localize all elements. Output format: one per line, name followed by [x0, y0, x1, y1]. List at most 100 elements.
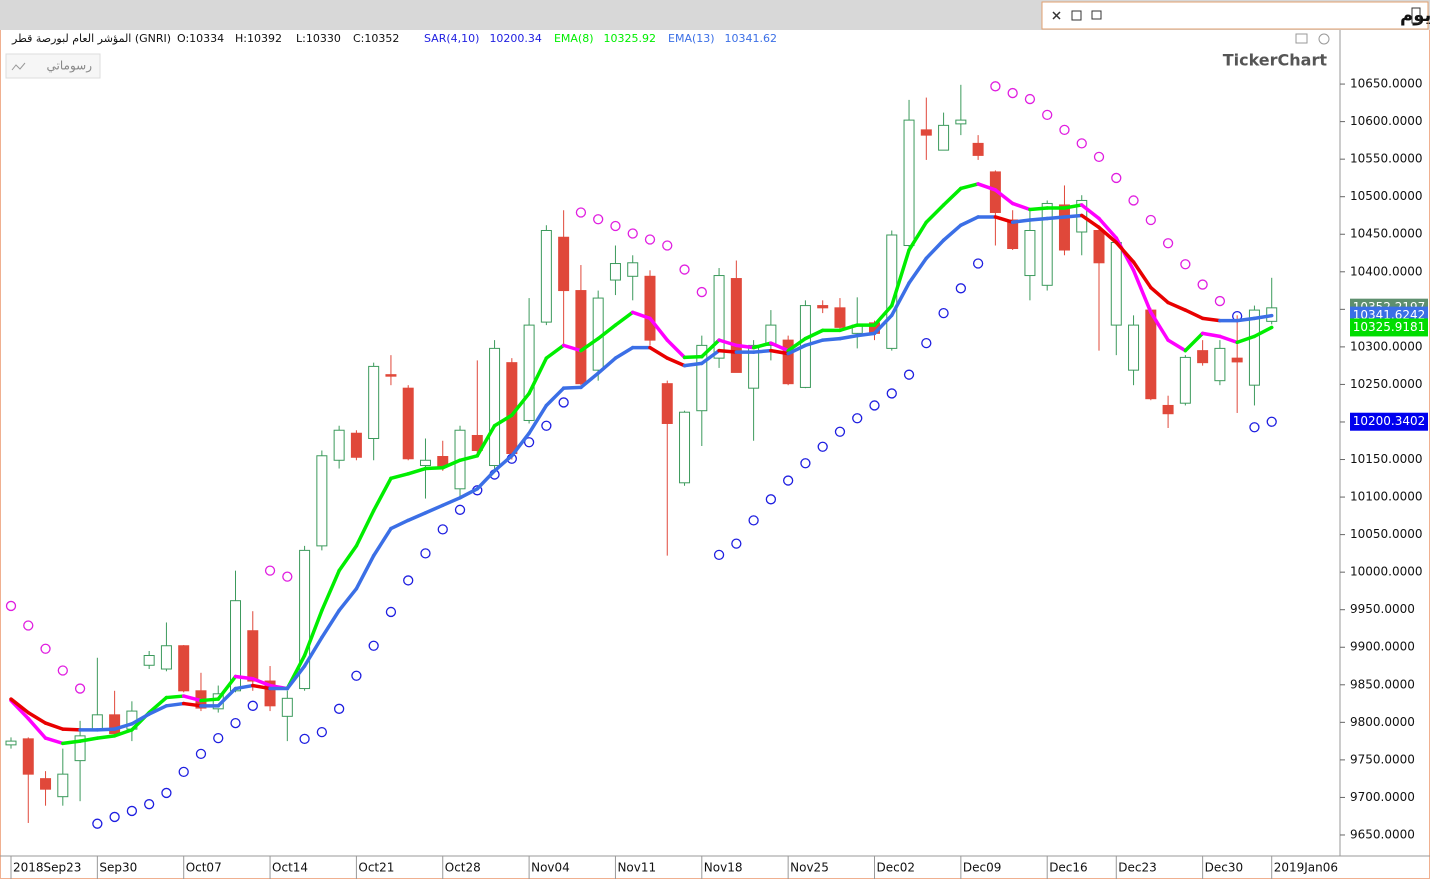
sar-dot — [523, 437, 535, 448]
ema-segment — [61, 727, 82, 732]
sar-dot — [213, 732, 224, 744]
candle-body — [1128, 324, 1140, 371]
settings-button[interactable] — [1318, 33, 1330, 45]
ema-segment — [630, 310, 652, 321]
ema-segment — [1079, 203, 1101, 221]
sar-dot — [1093, 151, 1105, 163]
ema-segment — [251, 683, 272, 691]
sar-dot — [74, 683, 86, 694]
y-tick-label: 10500.0000 — [1350, 189, 1423, 203]
sar-dot — [178, 766, 189, 778]
ema-segment — [993, 215, 1015, 224]
sar-dot — [1024, 93, 1036, 105]
ema-segment — [544, 343, 566, 360]
candle-body — [247, 630, 259, 682]
y-tick-label: 9950.0000 — [1350, 602, 1415, 616]
x-tick-label: Dec16 — [1049, 861, 1088, 875]
ema-segment — [389, 472, 410, 481]
ema-segment — [147, 704, 169, 716]
candle-body — [765, 324, 777, 346]
sar-dot — [852, 413, 863, 424]
candle-body — [1110, 242, 1122, 326]
ema-segment — [371, 476, 393, 513]
candle-body — [955, 119, 967, 125]
candle-body — [1058, 204, 1070, 251]
ema-segment — [1114, 240, 1136, 264]
legend-name: SAR(4,10) — [424, 32, 479, 45]
candle-body — [1179, 356, 1191, 404]
y-tick-label: 9700.0000 — [1350, 790, 1415, 804]
ema-segment — [734, 343, 756, 350]
sar-dot — [748, 515, 759, 526]
sar-dot — [1197, 279, 1208, 290]
ema-segment — [1062, 213, 1084, 219]
ema-segment — [216, 674, 238, 701]
ema-segment — [561, 385, 583, 390]
ema-segment — [561, 343, 583, 353]
y-tick-label: 9850.0000 — [1350, 677, 1415, 691]
candle-body — [368, 365, 380, 439]
sar-dot — [230, 717, 241, 729]
sar-dot — [800, 458, 811, 469]
ema-segment — [233, 683, 255, 691]
candle-body — [661, 383, 673, 424]
panel-button[interactable] — [1295, 33, 1308, 44]
candle-body — [1093, 229, 1105, 264]
ema-segment — [769, 341, 790, 353]
close-button[interactable] — [1052, 11, 1061, 20]
candle-body — [679, 411, 691, 484]
candle-body — [696, 344, 708, 412]
ema-segment — [302, 608, 324, 658]
restore-button[interactable] — [1071, 10, 1082, 21]
drawings-button[interactable] — [5, 53, 101, 79]
ema-segment — [872, 313, 894, 336]
candle-body — [57, 773, 69, 798]
y-tick-label: 9800.0000 — [1350, 715, 1415, 729]
candle-body — [74, 735, 86, 762]
ema-segment — [337, 586, 359, 613]
ema-segment — [1079, 213, 1101, 230]
ema-segment — [1252, 325, 1274, 339]
y-tick-label: 10600.0000 — [1350, 114, 1423, 128]
legend-value: 10341.62 — [725, 32, 778, 45]
watermark: TickerChart — [1223, 51, 1328, 70]
ema-segment — [613, 345, 635, 360]
ema-segment — [492, 413, 514, 428]
ema-segment — [803, 338, 825, 348]
icon[interactable] — [1411, 7, 1421, 24]
ema-segment — [1062, 203, 1084, 210]
ema-segment — [112, 728, 134, 738]
x-tick-label: Dec09 — [963, 861, 1002, 875]
candle-body — [523, 324, 535, 421]
ema-segment — [959, 215, 980, 227]
ema-segment — [1200, 331, 1222, 339]
ema-segment — [458, 487, 480, 500]
sar-dot — [990, 81, 1001, 92]
detach-button[interactable] — [1091, 10, 1102, 20]
x-tick-label: Nov11 — [617, 861, 656, 875]
candle-body — [903, 119, 915, 247]
ema-segment — [665, 356, 687, 368]
x-tick-label: Oct28 — [445, 861, 481, 875]
sar-dot — [316, 726, 328, 738]
ema-segment — [181, 694, 203, 703]
sar-dot — [593, 214, 604, 225]
x-tick-label: Dec02 — [877, 861, 916, 875]
sar-dot — [385, 606, 397, 618]
candle-body — [730, 278, 742, 373]
ema-segment — [579, 336, 600, 353]
ema-segment — [1235, 316, 1257, 323]
ema-segment — [717, 348, 739, 354]
candle-body — [471, 434, 483, 452]
sar-dot — [1076, 138, 1087, 149]
ema-segment — [924, 203, 946, 224]
candle-body — [644, 275, 656, 341]
x-tick-label: Sep30 — [99, 861, 137, 875]
legend-name: EMA(8) — [554, 32, 594, 45]
price-tag-label: 10325.9181 — [1353, 320, 1426, 334]
ema-segment — [1097, 225, 1119, 245]
candle-body — [834, 307, 846, 328]
ema-segment — [320, 568, 341, 613]
sar-dot — [333, 703, 345, 714]
